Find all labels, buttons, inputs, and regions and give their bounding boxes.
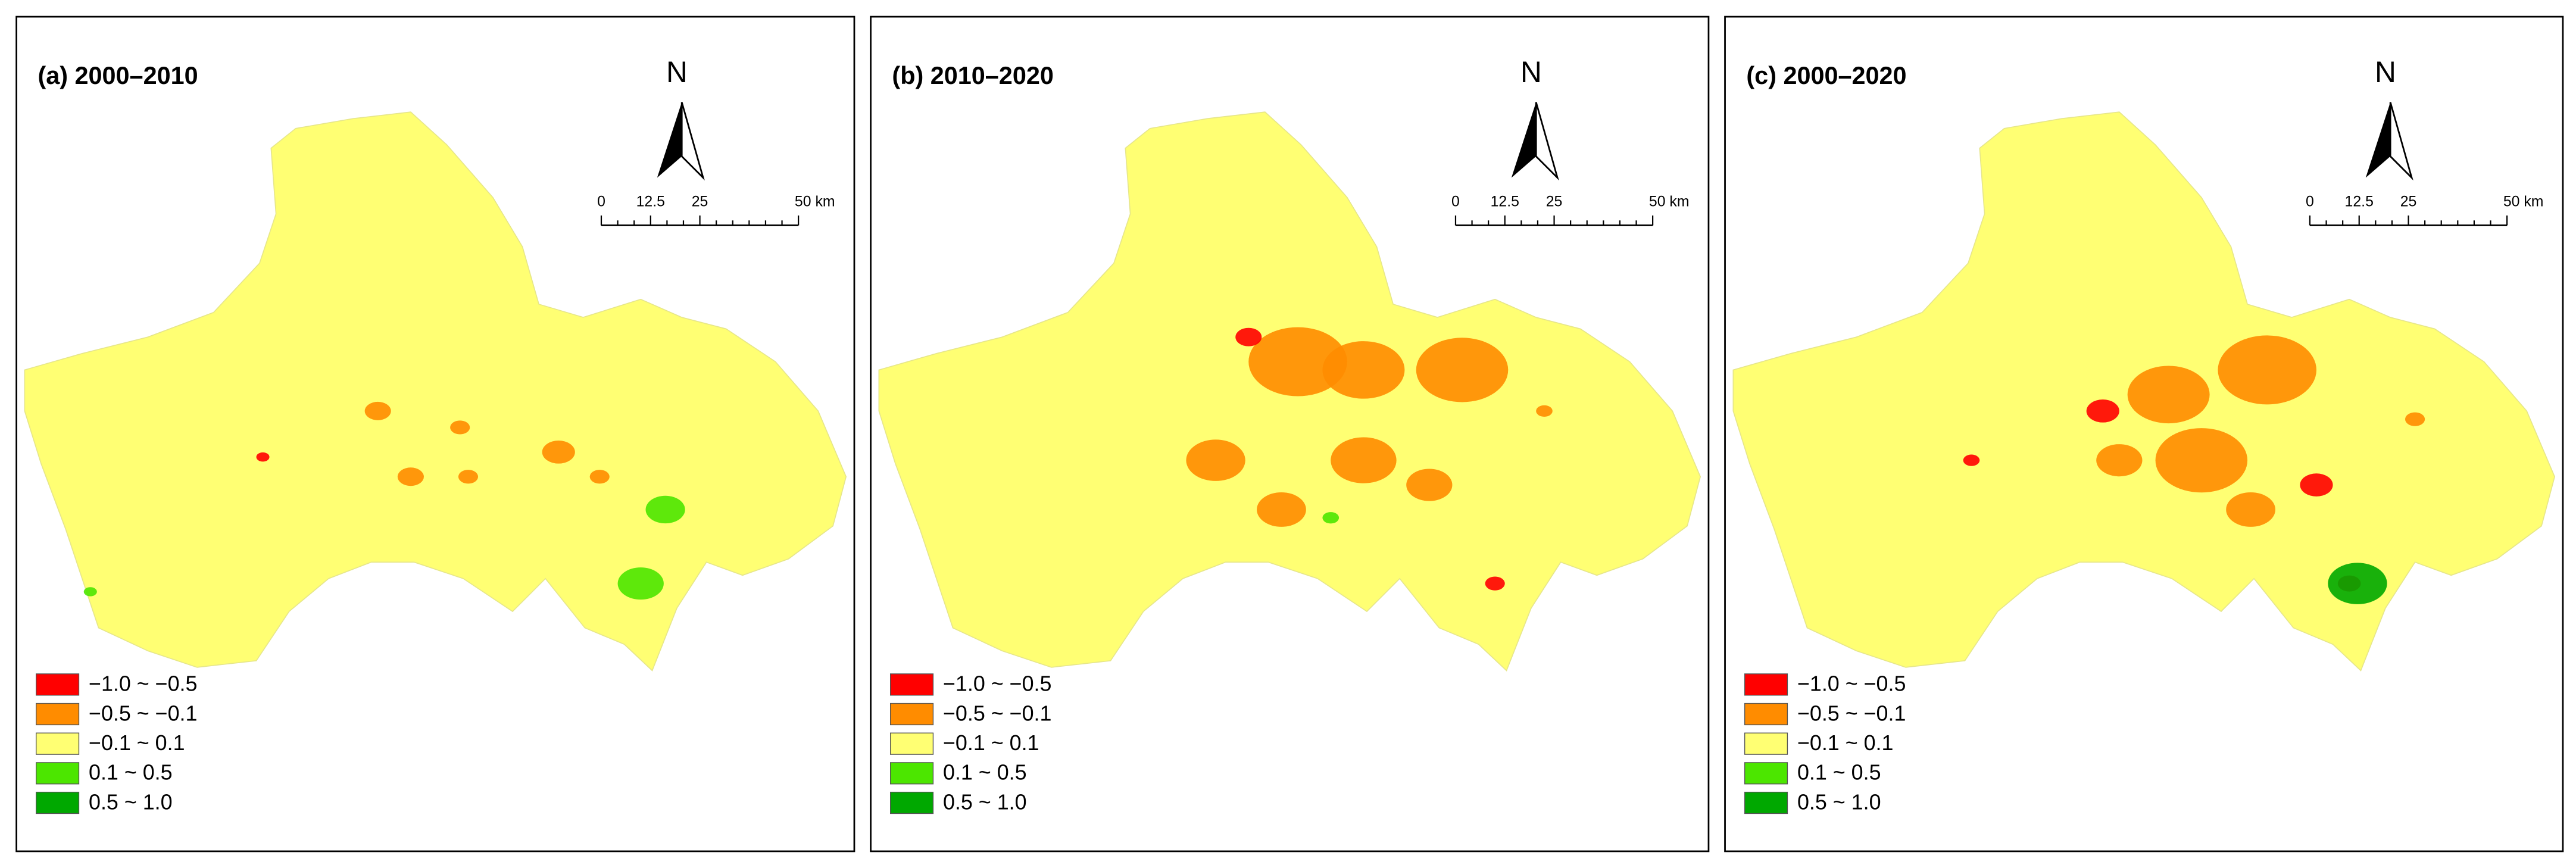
legend-swatch — [36, 791, 80, 814]
legend-label: 0.5 ~ 1.0 — [89, 790, 173, 814]
change-patch — [1186, 439, 1245, 481]
legend-swatch — [889, 673, 934, 696]
scale-label: 50 km — [2503, 193, 2544, 210]
map-panel: (b) 2010–2020 N 0 12.5 25 50 km −1.0 ~ −0.5 −0.… — [870, 15, 1710, 853]
legend-label: −1.0 ~ −0.5 — [943, 672, 1051, 696]
change-patch — [1416, 338, 1509, 402]
change-patch — [2096, 444, 2143, 477]
north-label: N — [1520, 55, 1542, 89]
change-patch — [1248, 327, 1347, 396]
legend-label: −0.1 ~ 0.1 — [943, 731, 1039, 755]
legend-swatch — [1744, 762, 1788, 785]
scale-label: 25 — [1546, 193, 1563, 210]
change-patch — [589, 470, 610, 484]
legend-swatch — [1744, 791, 1788, 814]
scale-label: 25 — [2400, 193, 2417, 210]
scale-label: 12.5 — [1491, 193, 1519, 210]
legend-label: −0.5 ~ −0.1 — [1797, 701, 1906, 725]
change-patch — [1235, 327, 1262, 346]
change-patch — [256, 452, 270, 462]
change-patch — [83, 587, 97, 597]
change-patch — [1536, 405, 1553, 417]
panel-title: (b) 2010–2020 — [892, 62, 1053, 89]
north-label: N — [2375, 55, 2396, 89]
legend-swatch — [889, 732, 934, 755]
change-patch — [397, 467, 424, 486]
north-arrow-right — [1535, 102, 1559, 181]
change-patch — [2155, 428, 2248, 493]
map — [24, 111, 847, 672]
panel-title: (c) 2000–2020 — [1746, 62, 1906, 89]
scale-label: 0 — [1451, 193, 1460, 210]
legend-swatch — [36, 732, 80, 755]
north-arrow-left — [2365, 102, 2391, 178]
change-patch — [458, 470, 479, 484]
scale-label: 0 — [2306, 193, 2314, 210]
legend-swatch — [889, 762, 934, 785]
legend-swatch — [889, 702, 934, 726]
change-patch — [2226, 492, 2275, 527]
legend-swatch — [889, 791, 934, 814]
panel-title: (a) 2000–2010 — [38, 62, 198, 89]
study-area — [24, 111, 847, 672]
legend-swatch — [36, 673, 80, 696]
change-patch — [2218, 335, 2316, 405]
change-patch — [2328, 563, 2387, 604]
legend-swatch — [1744, 673, 1788, 696]
legend-swatch — [36, 762, 80, 785]
change-patch — [2405, 412, 2425, 426]
legend-label: −0.1 ~ 0.1 — [89, 731, 185, 755]
map — [878, 111, 1701, 672]
legend-swatch — [36, 702, 80, 726]
map-panel: (a) 2000–2010 N 0 12.5 25 50 km −1.0 ~ −0.5 −0.… — [15, 15, 855, 853]
legend-label: 0.1 ~ 0.5 — [1797, 761, 1881, 785]
map — [1732, 111, 2555, 672]
legend-swatch — [1744, 702, 1788, 726]
change-patch — [542, 441, 575, 464]
change-patch — [1322, 341, 1405, 399]
change-patch — [2127, 366, 2210, 424]
legend-label: −0.5 ~ −0.1 — [89, 701, 197, 725]
change-patch — [1963, 454, 1980, 466]
change-patch — [2086, 399, 2119, 423]
scale-label: 12.5 — [2345, 193, 2374, 210]
change-patch — [2300, 473, 2333, 497]
change-patch — [1331, 437, 1397, 483]
scale-label: 12.5 — [636, 193, 665, 210]
legend-label: 0.1 ~ 0.5 — [943, 761, 1027, 785]
legend-label: −1.0 ~ −0.5 — [89, 672, 197, 696]
change-patch — [1485, 576, 1505, 591]
change-patch — [645, 495, 685, 524]
scale-label: 50 km — [795, 193, 835, 210]
change-patch — [364, 401, 391, 420]
scale-label: 25 — [692, 193, 708, 210]
change-patch — [1406, 469, 1453, 501]
change-patch — [450, 420, 470, 435]
change-patch — [1257, 492, 1306, 527]
legend-label: 0.1 ~ 0.5 — [89, 761, 173, 785]
map-panel: (c) 2000–2020 N 0 12.5 25 50 km −1.0 ~ −0.5 −0.… — [1724, 15, 2564, 853]
legend-label: −0.5 ~ −0.1 — [943, 701, 1051, 725]
north-label: N — [666, 55, 688, 89]
legend-label: 0.5 ~ 1.0 — [943, 790, 1027, 814]
scale-label: 0 — [597, 193, 605, 210]
north-arrow-right — [2389, 102, 2413, 181]
change-patch — [1322, 512, 1339, 524]
change-patch — [617, 567, 664, 600]
legend-swatch — [1744, 732, 1788, 755]
north-arrow-left — [1511, 102, 1537, 178]
legend-label: −1.0 ~ −0.5 — [1797, 672, 1906, 696]
legend-label: 0.5 ~ 1.0 — [1797, 790, 1881, 814]
scale-label: 50 km — [1649, 193, 1690, 210]
legend-label: −0.1 ~ 0.1 — [1797, 731, 1894, 755]
north-arrow-right — [680, 102, 705, 181]
